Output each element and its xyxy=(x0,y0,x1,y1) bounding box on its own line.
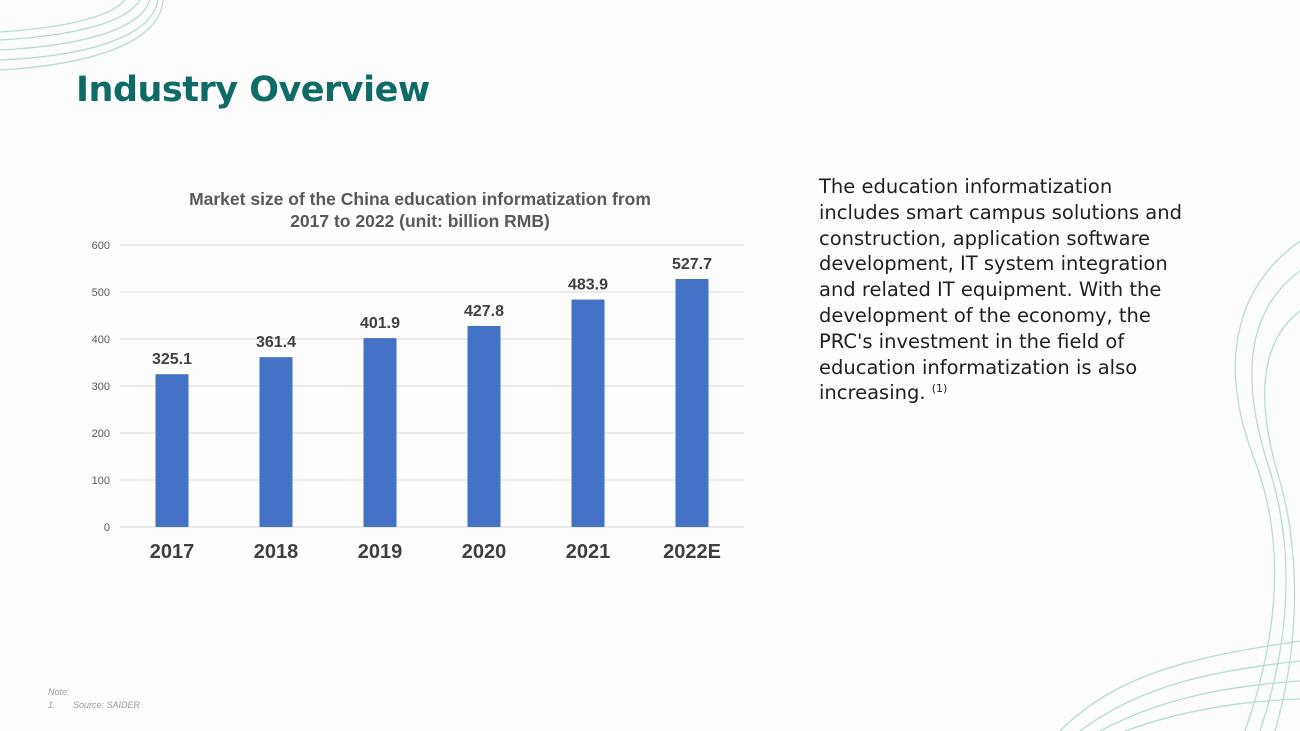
bar xyxy=(675,278,709,527)
y-tick-label: 300 xyxy=(92,381,110,393)
x-tick-label: 2019 xyxy=(358,541,403,563)
note-item: 1. Source: SAIDER xyxy=(48,699,140,712)
footnote-reference: (1) xyxy=(931,382,948,396)
x-tick-label: 2021 xyxy=(566,541,611,563)
x-axis-ticks: 2017 2018 2019 2020 2021 2022E xyxy=(150,541,721,563)
data-label: 325.1 xyxy=(152,351,192,368)
x-tick-label: 2020 xyxy=(462,541,507,563)
y-axis-ticks: 0 100 200 300 400 500 600 xyxy=(92,240,110,534)
y-tick-label: 400 xyxy=(92,334,110,346)
bar xyxy=(467,325,501,527)
bar xyxy=(155,374,189,527)
data-label: 527.7 xyxy=(672,256,712,273)
note-item-text: Source: SAIDER xyxy=(73,700,141,710)
description-text: The education informatization includes s… xyxy=(819,175,1182,405)
wave-decoration-top-left xyxy=(0,0,164,71)
data-labels: 325.1 361.4 401.9 427.8 483.9 527.7 xyxy=(152,256,712,368)
data-label: 401.9 xyxy=(360,315,400,332)
note-label: Note: xyxy=(48,687,70,697)
description-paragraph: The education informatization includes s… xyxy=(819,174,1199,406)
note-item-number: 1. xyxy=(48,700,56,710)
chart-title-line-1: Market size of the China education infor… xyxy=(189,189,651,209)
y-tick-label: 0 xyxy=(104,522,110,534)
chart-title-line-2: 2017 to 2022 (unit: billion RMB) xyxy=(290,211,550,231)
data-label: 483.9 xyxy=(568,277,608,294)
y-tick-label: 100 xyxy=(92,475,110,487)
bars xyxy=(155,278,709,527)
bar xyxy=(363,338,397,527)
market-size-chart: Market size of the China education infor… xyxy=(80,178,760,578)
data-label: 427.8 xyxy=(464,303,504,320)
bar-chart-svg: Market size of the China education infor… xyxy=(92,189,744,563)
y-tick-label: 500 xyxy=(92,287,110,299)
y-tick-label: 600 xyxy=(92,240,110,252)
source-note: Note: 1. Source: SAIDER xyxy=(48,686,140,712)
x-tick-label: 2018 xyxy=(254,541,299,563)
gridlines xyxy=(120,244,744,528)
bar xyxy=(571,299,605,527)
x-tick-label: 2017 xyxy=(150,541,195,563)
bar xyxy=(259,357,293,527)
data-label: 361.4 xyxy=(256,334,296,351)
x-tick-label: 2022E xyxy=(663,541,721,563)
page-title: Industry Overview xyxy=(76,70,430,110)
y-tick-label: 200 xyxy=(92,428,110,440)
